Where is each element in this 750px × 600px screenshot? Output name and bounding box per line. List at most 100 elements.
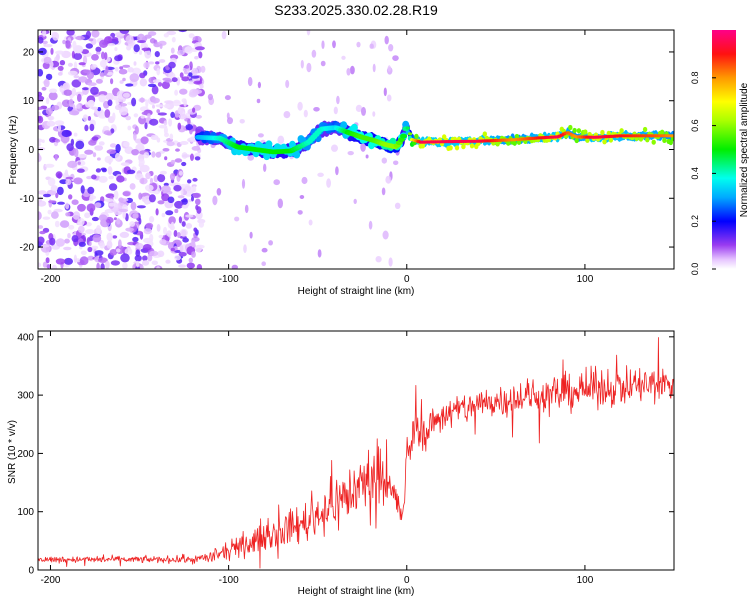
heatmap-cell [48, 200, 57, 204]
heatmap-cell [91, 136, 99, 141]
heatmap-cell [138, 217, 142, 225]
heatmap-cell [194, 46, 205, 51]
heatmap-cell [138, 158, 145, 166]
colorbar-tick-label: 0.6 [690, 119, 700, 132]
heatmap-cell [299, 195, 305, 199]
heatmap-cell [38, 47, 47, 56]
heatmap-cell [59, 85, 64, 93]
heatmap-cell [149, 216, 155, 223]
heatmap-cell [129, 73, 140, 82]
heatmap-cell [104, 155, 114, 164]
heatmap-cell [73, 132, 78, 137]
heatmap-cell [317, 172, 324, 177]
heatmap-cell [119, 231, 130, 238]
heatmap-cell [98, 141, 105, 146]
heatmap-cell [105, 65, 109, 74]
heatmap-cell [184, 185, 191, 192]
heatmap-cell [333, 106, 338, 115]
x-tick-label: 100 [577, 575, 594, 586]
heatmap-cell [336, 95, 340, 105]
heatmap-cell [670, 134, 674, 138]
heatmap-cell [189, 136, 197, 142]
heatmap-cell [109, 249, 118, 256]
heatmap-cell [118, 239, 122, 249]
heatmap-cell [106, 232, 113, 242]
heatmap-cell [91, 54, 99, 61]
heatmap-cell [247, 76, 253, 87]
heatmap-cell [105, 216, 114, 224]
heatmap-cell [139, 177, 148, 185]
heatmap-cell [86, 203, 96, 212]
heatmap-cell [149, 118, 159, 126]
heatmap-cell [147, 83, 157, 88]
heatmap-cell [156, 137, 161, 143]
heatmap-cell [181, 198, 188, 205]
heatmap-cell [356, 41, 361, 48]
heatmap-cell [190, 153, 194, 161]
heatmap-cell [145, 172, 151, 180]
heatmap-cell [170, 159, 176, 165]
heatmap-cell [133, 61, 137, 66]
heatmap-cell [165, 210, 174, 216]
heatmap-cell [163, 182, 169, 187]
heatmap-cell [170, 47, 175, 54]
heatmap-cell [177, 232, 181, 238]
heatmap-cell [113, 217, 117, 221]
heatmap-cell [149, 233, 154, 242]
heatmap-cell [107, 99, 113, 107]
heatmap-cell [76, 104, 81, 109]
heatmap-cell [194, 156, 201, 161]
heatmap-cell [257, 133, 264, 138]
heatmap-cell [178, 113, 187, 120]
snr-plot-area [38, 331, 674, 570]
heatmap-cell [122, 77, 126, 82]
heatmap-cell [306, 30, 311, 36]
heatmap-cell [67, 70, 78, 76]
heatmap-cell [365, 154, 369, 159]
heatmap-cell [118, 103, 128, 107]
heatmap-cell [67, 233, 71, 239]
heatmap-cell [119, 106, 129, 116]
heatmap-cell [104, 109, 111, 118]
heatmap-cell [165, 259, 171, 264]
heatmap-cell [200, 65, 206, 73]
heatmap-cell [355, 104, 363, 112]
heatmap-cell [115, 143, 121, 153]
heatmap-cell [152, 79, 162, 84]
heatmap-cell [38, 211, 42, 221]
heatmap-cell [104, 198, 114, 202]
heatmap-cell [331, 144, 338, 152]
heatmap-cell [156, 109, 160, 114]
heatmap-cell [68, 224, 75, 230]
colorbar: 0.0 0.2 0.4 0.6 0.8 Normalized spectral ampl… [690, 30, 750, 275]
heatmap-cell [192, 89, 203, 95]
heatmap-cell [73, 61, 78, 70]
heatmap-cell [113, 190, 119, 200]
heatmap-cell [174, 158, 183, 163]
heatmap-cell [85, 30, 91, 39]
heatmap-cell [224, 95, 231, 101]
heatmap-cell [144, 200, 150, 205]
heatmap-cell [44, 163, 55, 168]
heatmap-cell [151, 260, 158, 266]
snr-x-label: Height of straight line (km) [298, 586, 415, 597]
heatmap-cell [179, 72, 184, 78]
heatmap-cell [126, 169, 136, 174]
heatmap-cell [38, 153, 41, 162]
heatmap-cell [249, 231, 253, 239]
heatmap-cell [263, 152, 271, 161]
heatmap-cell [164, 100, 174, 104]
heatmap-cell [383, 87, 387, 97]
heatmap-cell [64, 238, 70, 244]
heatmap-cell [145, 99, 149, 108]
colorbar-label: Normalized spectral amplitude [739, 82, 750, 217]
heatmap-cell [87, 186, 95, 194]
heatmap-cell [73, 148, 79, 158]
heatmap-cell [57, 124, 62, 132]
heatmap-cell [115, 98, 120, 106]
heatmap-cell [51, 211, 59, 219]
heatmap-cell [165, 79, 173, 83]
heatmap-cell [63, 89, 73, 96]
heatmap-cell [335, 166, 339, 176]
